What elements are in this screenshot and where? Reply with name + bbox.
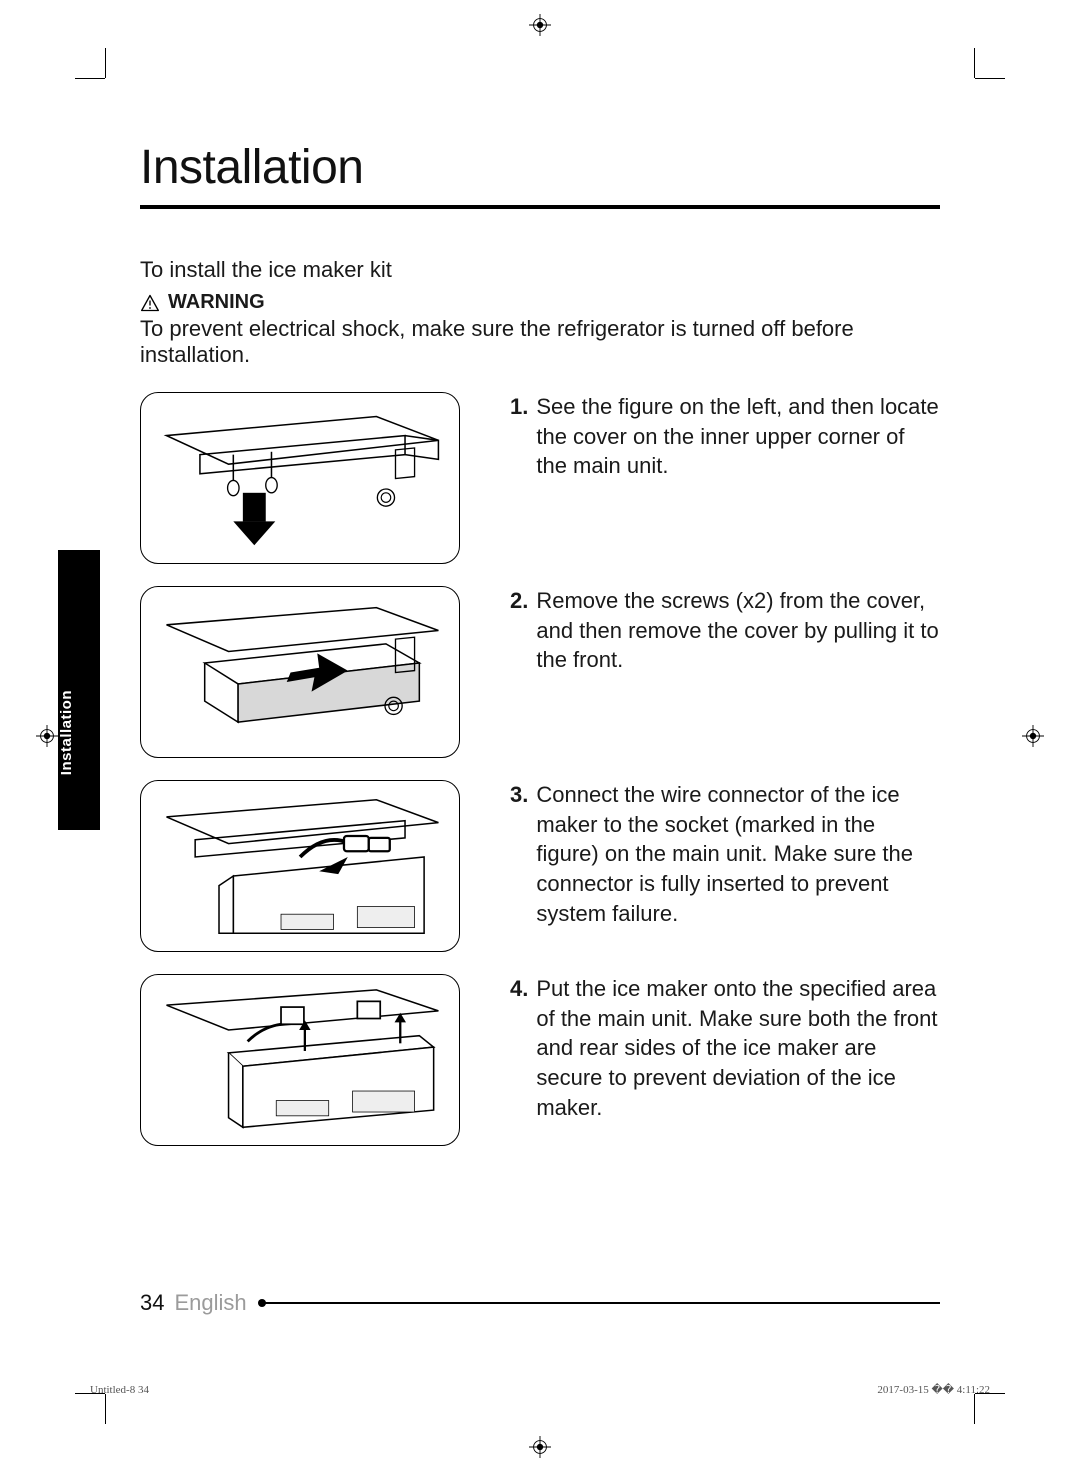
footer: 34 English [140,1290,940,1316]
step-body: Connect the wire connector of the ice ma… [536,780,940,928]
figure-step-3 [140,780,460,952]
step-number: 2. [510,586,528,675]
step-text: 3. Connect the wire connector of the ice… [510,780,940,928]
figure-step-2 [140,586,460,758]
page: Installation Installation To install the… [0,0,1080,1472]
figure-step-4 [140,974,460,1146]
section-subtitle: To install the ice maker kit [140,257,940,283]
page-number: 34 [140,1290,164,1316]
registration-mark-icon [529,1436,551,1458]
step-number: 3. [510,780,528,928]
step-row: 4. Put the ice maker onto the specified … [140,974,940,1146]
crop-mark [105,48,106,78]
step-number: 1. [510,392,528,481]
figure-step-1 [140,392,460,564]
warning-row: WARNING [140,291,940,314]
step-body: Put the ice maker onto the specified are… [536,974,940,1122]
warning-text: To prevent electrical shock, make sure t… [140,316,940,368]
registration-mark-icon [529,14,551,36]
step-text: 4. Put the ice maker onto the specified … [510,974,940,1122]
content-area: Installation To install the ice maker ki… [140,140,940,1146]
footer-rule [265,1302,940,1304]
page-title: Installation [140,140,940,195]
print-slug-right: 2017-03-15 �� 4:11:22 [877,1383,990,1396]
print-slug-left: Untitled-8 34 [90,1384,149,1396]
step-row: 1. See the figure on the left, and then … [140,392,940,564]
step-body: See the figure on the left, and then loc… [536,392,940,481]
crop-mark [975,78,1005,79]
crop-mark [75,78,105,79]
title-rule [140,205,940,209]
step-body: Remove the screws (x2) from the cover, a… [536,586,940,675]
step-row: 2. Remove the screws (x2) from the cover… [140,586,940,758]
warning-label: WARNING [168,291,265,314]
side-tab-label: Installation [58,690,100,775]
warning-triangle-icon [140,293,160,313]
step-text: 2. Remove the screws (x2) from the cover… [510,586,940,675]
step-number: 4. [510,974,528,1122]
steps-list: 1. See the figure on the left, and then … [140,392,940,1146]
footer-language: English [174,1290,246,1316]
crop-mark [974,1394,975,1424]
step-row: 3. Connect the wire connector of the ice… [140,780,940,952]
crop-mark [974,48,975,78]
step-text: 1. See the figure on the left, and then … [510,392,940,481]
registration-mark-icon [36,725,58,747]
crop-mark [105,1394,106,1424]
registration-mark-icon [1022,725,1044,747]
